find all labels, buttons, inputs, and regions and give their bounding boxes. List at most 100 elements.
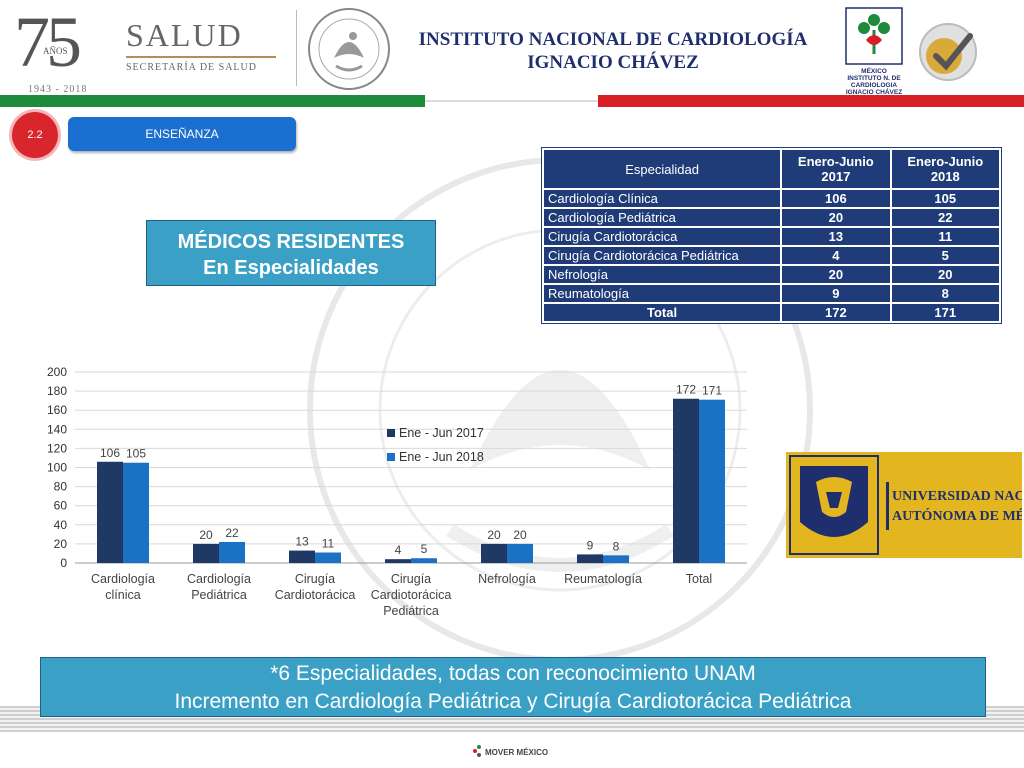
cell-2017: 4 [780, 245, 892, 266]
salud-word: SALUD [126, 17, 243, 53]
data-label: 8 [613, 539, 620, 553]
x-tick-label: clínica [105, 588, 140, 602]
data-label: 5 [421, 542, 428, 556]
cell-2017: 106 [780, 188, 892, 209]
institute-logo-text: MÉXICO INSTITUTO N. DE CARDIOLOGIA IGNAC… [845, 68, 903, 96]
data-label: 9 [587, 538, 594, 552]
data-label: 13 [295, 535, 309, 549]
certification-seal-icon [919, 23, 977, 81]
legend-swatch [387, 453, 395, 461]
residents-table: Especialidad Enero-Junio 2017 Enero-Juni… [541, 147, 1002, 324]
table-header-row: Especialidad Enero-Junio 2017 Enero-Juni… [541, 148, 1002, 190]
cell-2017: 9 [780, 283, 892, 304]
data-label: 4 [395, 543, 402, 557]
mover-mexico-text: MOVER MÉXICO [485, 748, 548, 757]
y-tick-label: 120 [47, 441, 67, 455]
cell-especialidad: Cardiología Pediátrica [541, 207, 783, 228]
x-tick-label: Cardiología [91, 572, 155, 586]
table-row: Cardiología Pediátrica 20 22 [541, 207, 1002, 228]
x-tick-label: Pediátrica [383, 604, 439, 618]
data-label: 105 [126, 447, 146, 461]
data-label: 20 [487, 528, 501, 542]
cell-2018: 5 [889, 245, 1002, 266]
y-tick-label: 60 [54, 499, 68, 513]
legend-label: Ene - Jun 2018 [399, 450, 484, 464]
y-tick-label: 100 [47, 461, 67, 475]
table-row: Cirugía Cardiotorácica Pediátrica 4 5 [541, 245, 1002, 266]
bar [603, 555, 629, 563]
unam-logo: UNIVERSIDAD NACIONAL AUTÓNOMA DE MÉXICO [786, 452, 1024, 558]
table-row: Reumatología 9 8 [541, 283, 1002, 304]
institute-logo: MÉXICO INSTITUTO N. DE CARDIOLOGIA IGNAC… [842, 6, 906, 96]
table-total-row: Total 172 171 [541, 302, 1002, 323]
green-stripe [0, 95, 425, 107]
cell-2017: 20 [780, 207, 892, 228]
bar [577, 554, 603, 563]
bar [289, 550, 315, 563]
bar [481, 543, 507, 563]
anniversary-years: 1943 - 2018 [28, 84, 88, 95]
unam-logo-graphic: UNIVERSIDAD NACIONAL AUTÓNOMA DE MÉXICO [789, 455, 1024, 555]
institute-line2: IGNACIO CHÁVEZ [527, 52, 699, 73]
cell-especialidad: Cirugía Cardiotorácica Pediátrica [541, 245, 783, 266]
red-stripe [598, 95, 1024, 107]
cell-2018: 20 [889, 264, 1002, 285]
y-tick-label: 20 [54, 537, 68, 551]
footer-note-box: *6 Especialidades, todas con reconocimie… [40, 657, 986, 717]
cell-especialidad: Cardiología Clínica [541, 188, 783, 209]
bar [507, 543, 533, 563]
heart-tree-icon [845, 7, 903, 65]
cell-2017: 13 [780, 226, 892, 247]
x-tick-label: Pediátrica [191, 588, 247, 602]
table-row: Cardiología Clínica 106 105 [541, 188, 1002, 209]
anniversary-logo: 75 AÑOS 1943 - 2018 [14, 2, 104, 95]
legend-swatch [387, 429, 395, 437]
residentes-subtitle: En Especialidades [203, 257, 379, 279]
x-tick-label: Nefrología [478, 572, 536, 586]
y-tick-label: 80 [54, 480, 68, 494]
bar [411, 558, 437, 563]
cell-especialidad: Nefrología [541, 264, 783, 285]
cell-especialidad: Reumatología [541, 283, 783, 304]
data-label: 172 [676, 383, 696, 397]
header-especialidad: Especialidad [541, 148, 783, 190]
data-label: 106 [100, 446, 120, 460]
y-tick-label: 40 [54, 518, 68, 532]
cell-2018: 22 [889, 207, 1002, 228]
data-label: 171 [702, 384, 722, 398]
footer-note-line1: *6 Especialidades, todas con reconocimie… [270, 662, 756, 685]
section-label: ENSEÑANZA [68, 117, 296, 151]
x-tick-label: Cirugía [295, 572, 335, 586]
cell-2018: 105 [889, 188, 1002, 209]
bar [315, 552, 341, 563]
residentes-title: MÉDICOS RESIDENTES [177, 231, 405, 253]
data-label: 11 [322, 536, 335, 550]
mover-mexico-icon: MOVER MÉXICO [473, 745, 548, 757]
data-label: 22 [225, 526, 239, 540]
bar [219, 541, 245, 563]
anniversary-word: AÑOS [42, 46, 69, 56]
data-label: 20 [199, 528, 213, 542]
cell-2018: 11 [889, 226, 1002, 247]
anniversary-number: 75 [14, 2, 82, 82]
x-tick-label: Cardiología [187, 572, 251, 586]
y-tick-label: 140 [47, 422, 67, 436]
table-row: Cirugía Cardiotorácica 13 11 [541, 226, 1002, 247]
header-2018: Enero-Junio 2018 [889, 148, 1002, 190]
cell-total-2018: 171 [889, 302, 1002, 323]
x-tick-label: Cirugía [391, 572, 431, 586]
salud-underline [126, 56, 276, 58]
salud-subtitle: SECRETARÍA DE SALUD [126, 62, 257, 73]
residentes-box: MÉDICOS RESIDENTES En Especialidades [146, 220, 436, 286]
residents-bar-chart: 0 20 40 60 80 100 120 140 160 180 200 106 105 Cardiol… [47, 365, 747, 618]
y-tick-label: 200 [47, 365, 67, 379]
unam-line2: AUTÓNOMA DE MÉXICO [892, 507, 1022, 524]
x-tick-label: Total [686, 572, 712, 586]
x-tick-label: Reumatología [564, 572, 642, 586]
bar [97, 461, 123, 563]
section-number-badge: 2.2 [12, 112, 58, 158]
cell-2017: 20 [780, 264, 892, 285]
mexico-seal-icon [308, 8, 390, 90]
cell-total-2017: 172 [780, 302, 892, 323]
x-tick-label: Cardiotorácica [371, 588, 452, 602]
